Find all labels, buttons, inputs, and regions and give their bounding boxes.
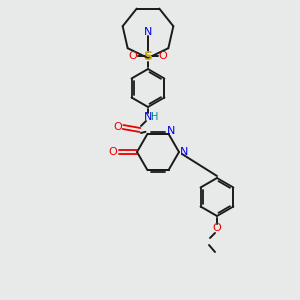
Text: O: O (213, 223, 221, 233)
Text: O: O (159, 51, 167, 61)
Text: O: O (129, 51, 137, 61)
Text: S: S (143, 50, 152, 64)
Text: N: N (144, 27, 152, 37)
Text: O: O (109, 147, 117, 157)
Text: H: H (151, 112, 159, 122)
Text: N: N (144, 112, 152, 122)
Text: O: O (114, 122, 122, 132)
Text: N: N (167, 126, 176, 136)
Text: N: N (180, 147, 188, 157)
